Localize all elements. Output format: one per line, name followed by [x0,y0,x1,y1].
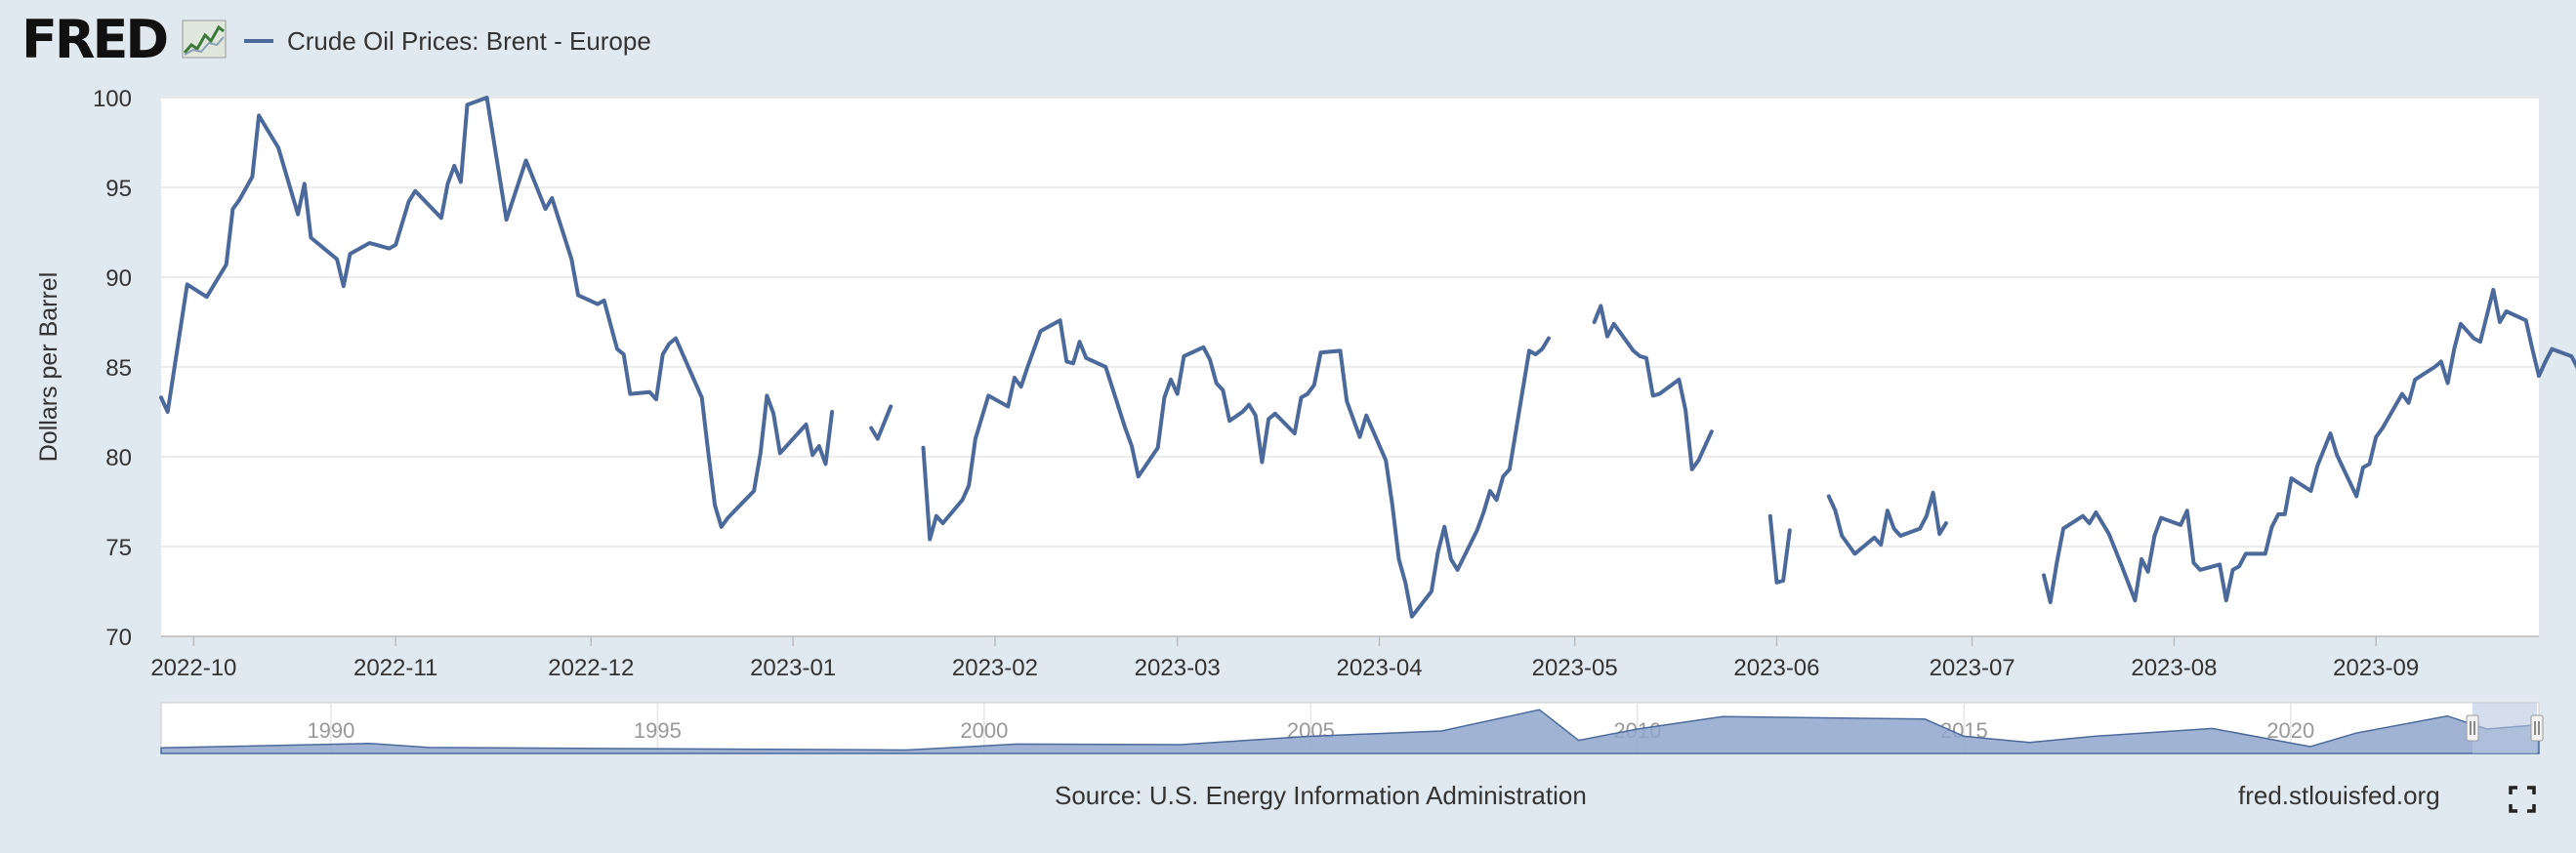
series-line-segment[interactable] [1767,513,1792,585]
x-tick-label: 2023-06 [1733,655,1819,681]
x-tick-label: 2023-04 [1336,655,1422,681]
y-tick-label: 70 [105,625,132,651]
navigator-selected-range[interactable] [2472,703,2537,753]
navigator-area [160,709,2540,754]
series-brent[interactable] [159,96,2576,619]
fred-logo[interactable]: FRED [21,9,169,70]
navigator-left-handle[interactable] [2466,714,2479,742]
x-tick-label: 2022-10 [150,655,236,681]
navigator-label: 2020 [2266,718,2314,743]
series-line-segment[interactable] [921,318,1551,619]
source-text: Source: U.S. Energy Information Administ… [1055,781,1587,810]
chart-legend[interactable]: Crude Oil Prices: Brent - Europe [244,21,651,61]
series-line-segment[interactable] [159,96,835,529]
line-chart-icon [182,20,227,59]
navigator-label: 1995 [634,718,682,743]
series-line-segment[interactable] [1826,490,1948,556]
series-line-segment[interactable] [2042,287,2576,604]
x-tick-label: 2023-05 [1532,655,1618,681]
y-tick-label: 85 [105,355,132,382]
chart-header: FRED Crude Oil Prices: Brent - Europe [0,0,2576,88]
x-axis-ticks: 2022-10 2022-11 2022-12 2023-01 2023-02 2023-… [150,636,2419,681]
series-line-segment[interactable] [869,404,893,441]
legend-swatch [244,39,273,43]
x-tick-label: 2023-09 [2333,655,2419,681]
x-tick-label: 2023-03 [1135,655,1221,681]
grid [161,97,2539,637]
series-line-segment[interactable] [1592,304,1714,471]
y-axis-label: Dollars per Barrel [35,272,62,463]
y-tick-label: 90 [105,265,132,292]
navigator-label: 2000 [960,718,1008,743]
x-tick-label: 2022-11 [353,655,437,681]
fullscreen-icon[interactable] [2508,785,2537,814]
y-tick-label: 80 [105,445,132,471]
legend-label: Crude Oil Prices: Brent - Europe [287,25,651,56]
site-link[interactable]: fred.stlouisfed.org [2238,781,2440,810]
x-tick-label: 2022-12 [548,655,634,681]
y-tick-label: 95 [105,176,132,202]
navigator-right-handle[interactable] [2530,714,2544,742]
y-tick-label: 100 [93,86,132,112]
x-tick-label: 2023-01 [750,655,836,681]
navigator-label: 1990 [307,718,354,743]
y-tick-label: 75 [105,535,132,561]
x-tick-label: 2023-07 [1930,655,2015,681]
x-tick-label: 2023-08 [2131,655,2217,681]
x-tick-label: 2023-02 [952,655,1038,681]
y-axis-ticks: 70 75 80 85 90 95 100 [93,86,132,651]
range-navigator[interactable]: 1990199520002005201020152020 [160,702,2544,754]
